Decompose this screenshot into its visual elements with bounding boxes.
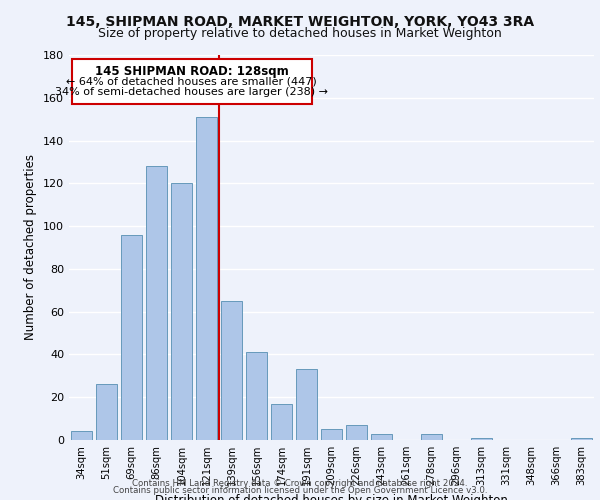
Bar [96, 384, 117, 440]
Text: 34% of semi-detached houses are larger (238) →: 34% of semi-detached houses are larger (… [55, 87, 328, 97]
Bar [196, 117, 217, 440]
Bar [571, 438, 592, 440]
Text: Contains public sector information licensed under the Open Government Licence v3: Contains public sector information licen… [113, 486, 487, 495]
Bar [271, 404, 292, 440]
Text: Contains HM Land Registry data © Crown copyright and database right 2024.: Contains HM Land Registry data © Crown c… [132, 478, 468, 488]
Text: ← 64% of detached houses are smaller (447): ← 64% of detached houses are smaller (44… [66, 76, 317, 86]
Bar [246, 352, 267, 440]
Bar [296, 370, 317, 440]
Bar [146, 166, 167, 440]
Bar [321, 430, 342, 440]
Bar [471, 438, 492, 440]
Bar [171, 184, 192, 440]
Bar [71, 432, 92, 440]
Text: 145, SHIPMAN ROAD, MARKET WEIGHTON, YORK, YO43 3RA: 145, SHIPMAN ROAD, MARKET WEIGHTON, YORK… [66, 15, 534, 29]
Y-axis label: Number of detached properties: Number of detached properties [25, 154, 37, 340]
Bar [421, 434, 442, 440]
FancyBboxPatch shape [71, 60, 311, 104]
X-axis label: Distribution of detached houses by size in Market Weighton: Distribution of detached houses by size … [155, 494, 508, 500]
Bar [346, 425, 367, 440]
Text: 145 SHIPMAN ROAD: 128sqm: 145 SHIPMAN ROAD: 128sqm [95, 64, 289, 78]
Bar [121, 234, 142, 440]
Bar [371, 434, 392, 440]
Text: Size of property relative to detached houses in Market Weighton: Size of property relative to detached ho… [98, 28, 502, 40]
Bar [221, 301, 242, 440]
